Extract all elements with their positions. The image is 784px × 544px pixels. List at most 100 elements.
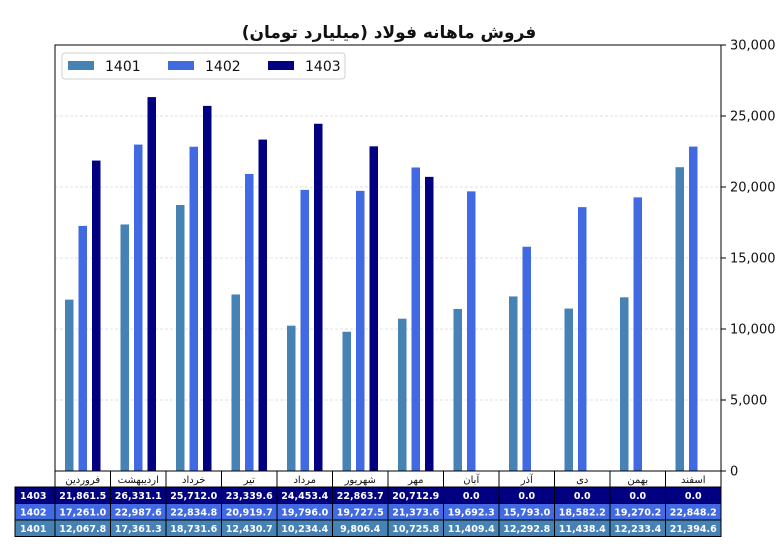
table-cell-1403-0: 21,861.5: [59, 491, 106, 502]
category-label: مهر: [407, 475, 423, 486]
legend-swatch-1402: [168, 61, 194, 70]
y-tick-label: 20,000: [730, 181, 776, 196]
bar-1403-2: [203, 105, 212, 472]
table-cell-1401-0: 12,067.8: [59, 524, 106, 535]
bar-1401-2: [176, 205, 185, 471]
bar-1401-3: [231, 294, 240, 471]
table-cell-1401-11: 21,394.6: [670, 524, 717, 535]
bar-1402-8: [522, 246, 531, 471]
category-label: خرداد: [182, 475, 205, 486]
table-cell-1403-3: 23,339.6: [226, 491, 273, 502]
legend: 1401 1402 1403: [61, 52, 346, 80]
category-label: شهریور: [344, 475, 376, 486]
table-cell-1403-9: 0.0: [574, 491, 591, 502]
table-cell-1402-1: 22,987.6: [115, 508, 162, 519]
table-cell-1403-10: 0.0: [629, 491, 646, 502]
legend-box: [61, 52, 346, 80]
chart-title: فروش ماهانه فولاد (میلیارد تومان): [242, 23, 537, 43]
table-cell-1402-7: 19,692.3: [448, 508, 495, 519]
table-cell-1401-2: 18,731.6: [170, 524, 217, 535]
bar-1402-2: [189, 146, 198, 471]
table-cell-1402-10: 19,270.2: [614, 508, 661, 519]
bar-1402-6: [411, 167, 420, 471]
y-tick-label: 5,000: [730, 394, 767, 409]
table-cell-1402-0: 17,261.0: [59, 508, 106, 519]
table-cell-1401-4: 10,234.4: [281, 524, 328, 535]
category-label: آبان: [463, 473, 480, 486]
bar-1401-5: [342, 331, 351, 471]
bar-1402-5: [356, 190, 365, 471]
table-cell-1403-4: 24,453.4: [281, 491, 328, 502]
table-cell-1402-11: 22,848.2: [670, 508, 717, 519]
category-label: آذر: [520, 473, 534, 486]
y-tick-label: 30,000: [730, 39, 776, 54]
y-tick-label: 0: [730, 465, 738, 480]
bar-1403-3: [258, 139, 267, 471]
bar-1401-8: [509, 296, 518, 471]
bar-1402-0: [78, 225, 87, 471]
category-label: تیر: [243, 475, 256, 486]
category-label: فروردین: [65, 475, 100, 486]
category-label: دی: [576, 475, 588, 486]
bar-1401-0: [65, 299, 74, 471]
bar-1402-10: [633, 197, 642, 471]
table-cell-1403-1: 26,331.1: [115, 491, 162, 502]
bars: [65, 97, 698, 472]
bar-1403-0: [92, 160, 101, 471]
bar-1401-4: [287, 325, 296, 471]
table-cell-1401-6: 10,725.8: [392, 524, 439, 535]
table-cell-1402-3: 20,919.7: [226, 508, 273, 519]
table-cell-1402-5: 19,727.5: [337, 508, 384, 519]
category-label: اسفند: [681, 475, 705, 486]
table-row-label-1402: 1402: [20, 508, 46, 519]
legend-label-1401: 1401: [105, 59, 141, 75]
category-label: مرداد: [293, 475, 316, 486]
legend-swatch-1403: [268, 61, 294, 70]
table-cell-1402-8: 15,793.0: [503, 508, 550, 519]
bar-1403-5: [369, 146, 378, 472]
bar-1402-9: [578, 207, 587, 472]
table-cell-1403-7: 0.0: [463, 491, 480, 502]
y-tick-label: 25,000: [730, 110, 776, 125]
category-label: بهمن: [627, 475, 648, 486]
table-cell-1401-8: 12,292.8: [503, 524, 550, 535]
bar-1401-7: [453, 308, 462, 471]
table-cell-1403-2: 25,712.0: [170, 491, 217, 502]
bar-1401-1: [120, 224, 129, 471]
table-cell-1403-8: 0.0: [518, 491, 535, 502]
bar-1402-4: [300, 189, 309, 472]
table-cell-1403-6: 20,712.9: [392, 491, 439, 502]
bar-1402-11: [689, 146, 698, 472]
table-cell-1402-6: 21,373.6: [392, 508, 439, 519]
bar-1403-1: [147, 97, 156, 471]
bar-1402-3: [245, 173, 254, 472]
table-cell-1403-5: 22,863.7: [337, 491, 384, 502]
bar-1401-11: [675, 167, 684, 471]
bar-1403-6: [425, 176, 434, 471]
table-row-label-1403: 1403: [20, 491, 46, 502]
y-tick-label: 10,000: [730, 323, 776, 338]
table-cell-1401-7: 11,409.4: [448, 524, 495, 535]
table-cell-1402-2: 22,834.8: [170, 508, 217, 519]
table-cell-1403-11: 0.0: [685, 491, 702, 502]
bar-1403-4: [314, 123, 323, 471]
y-tick-label: 15,000: [730, 252, 776, 267]
legend-label-1403: 1403: [305, 59, 341, 75]
legend-swatch-1401: [68, 61, 94, 70]
y-axis: 0 5,000 10,000 15,000 20,000 25,000 30,000: [721, 39, 776, 480]
data-table: فروردین اردیبهشت خرداد تیر مرداد شهریور مهر آبا…: [14, 470, 722, 537]
bar-1401-6: [398, 318, 407, 471]
table-cell-1401-3: 12,430.7: [226, 524, 273, 535]
bar-1401-9: [564, 308, 573, 471]
bar-1401-10: [620, 297, 629, 471]
legend-label-1402: 1402: [205, 59, 241, 75]
table-row-label-1401: 1401: [20, 524, 46, 535]
bar-1402-1: [134, 144, 143, 471]
bar-1402-7: [467, 191, 476, 472]
table-cell-1401-9: 11,438.4: [559, 524, 606, 535]
table-cell-1402-9: 18,582.2: [559, 508, 606, 519]
table-cell-1401-1: 17,361.3: [115, 524, 162, 535]
table-cell-1402-4: 19,796.0: [281, 508, 328, 519]
table-cell-1401-10: 12,233.4: [614, 524, 661, 535]
